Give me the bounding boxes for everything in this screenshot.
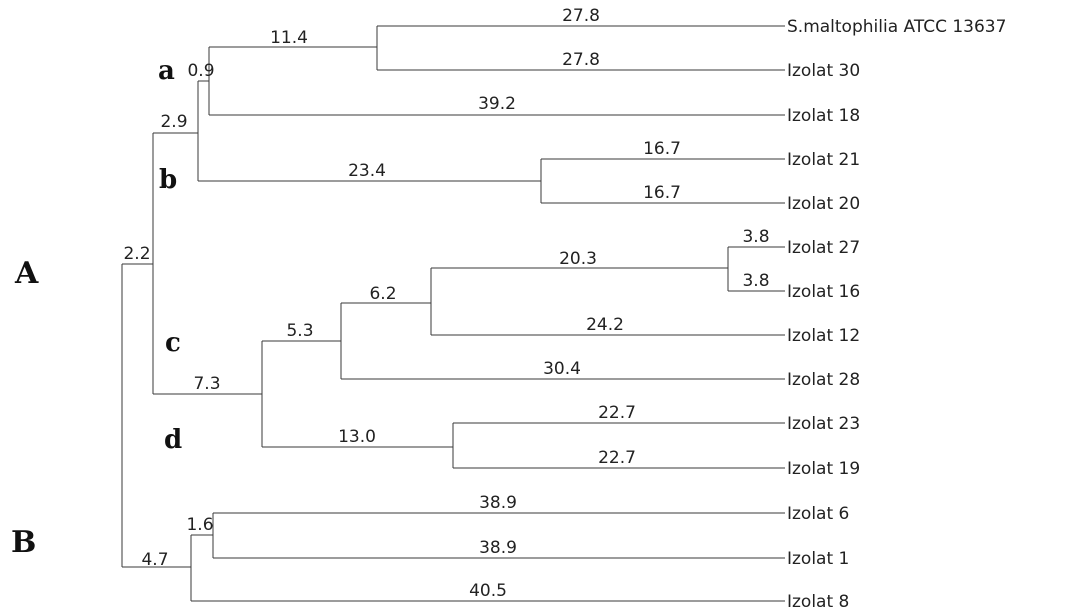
blen-node-a-inner: 0.9 <box>187 61 214 81</box>
cluster-label-A: A <box>14 256 39 291</box>
blen-izolat-20: 16.7 <box>643 183 681 203</box>
branch-length-labels: 27.8 27.8 11.4 0.9 39.2 2.9 16.7 16.7 23… <box>123 6 769 601</box>
taxon-label: Izolat 8 <box>787 592 849 612</box>
taxon-label: Izolat 27 <box>787 238 860 258</box>
blen-izolat-21: 16.7 <box>643 139 681 159</box>
blen-node-30-malto: 11.4 <box>270 28 308 48</box>
cluster-label-a: a <box>158 56 175 86</box>
blen-node-6-2: 6.2 <box>369 284 396 304</box>
blen-izolat-27: 3.8 <box>742 227 769 247</box>
branches <box>121 25 785 602</box>
blen-izolat-6: 38.9 <box>479 493 517 513</box>
blen-izolat-23: 22.7 <box>598 403 636 423</box>
blen-node-d: 13.0 <box>338 427 376 447</box>
blen-node-27-16: 20.3 <box>559 249 597 269</box>
cluster-label-c: c <box>165 328 181 358</box>
blen-izolat-1: 38.9 <box>479 538 517 558</box>
blen-node-ab: 2.9 <box>160 112 187 132</box>
cluster-label-B: B <box>11 525 36 560</box>
taxon-label: Izolat 28 <box>787 370 860 390</box>
taxon-label: Izolat 18 <box>787 106 860 126</box>
cluster-labels: a b c d A B <box>11 56 182 560</box>
taxon-label: Izolat 1 <box>787 549 849 569</box>
taxon-label: Izolat 16 <box>787 282 860 302</box>
taxon-label: S.maltophilia ATCC 13637 <box>787 17 1006 37</box>
taxon-label: Izolat 21 <box>787 150 860 170</box>
blen-s-maltophilia: 27.8 <box>562 6 600 26</box>
cluster-label-d: d <box>164 425 182 455</box>
blen-node-A: 2.2 <box>123 244 150 264</box>
taxon-label: Izolat 12 <box>787 326 860 346</box>
blen-izolat-18: 39.2 <box>478 94 516 114</box>
blen-izolat-30: 27.8 <box>562 50 600 70</box>
blen-node-cd: 7.3 <box>193 374 220 394</box>
cluster-label-b: b <box>159 165 177 195</box>
taxon-label: Izolat 30 <box>787 61 860 81</box>
blen-izolat-8: 40.5 <box>469 581 507 601</box>
blen-izolat-19: 22.7 <box>598 448 636 468</box>
taxon-labels: S.maltophilia ATCC 13637 Izolat 30 Izola… <box>787 17 1006 612</box>
taxon-label: Izolat 6 <box>787 504 849 524</box>
taxon-label: Izolat 20 <box>787 194 860 214</box>
blen-izolat-12: 24.2 <box>586 315 624 335</box>
taxon-label: Izolat 19 <box>787 459 860 479</box>
blen-izolat-16: 3.8 <box>742 271 769 291</box>
taxon-label: Izolat 23 <box>787 414 860 434</box>
blen-node-5-3: 5.3 <box>286 321 313 341</box>
blen-node-6-1: 1.6 <box>186 515 213 535</box>
blen-node-B: 4.7 <box>141 550 168 570</box>
blen-izolat-28: 30.4 <box>543 359 581 379</box>
blen-node-b: 23.4 <box>348 161 386 181</box>
